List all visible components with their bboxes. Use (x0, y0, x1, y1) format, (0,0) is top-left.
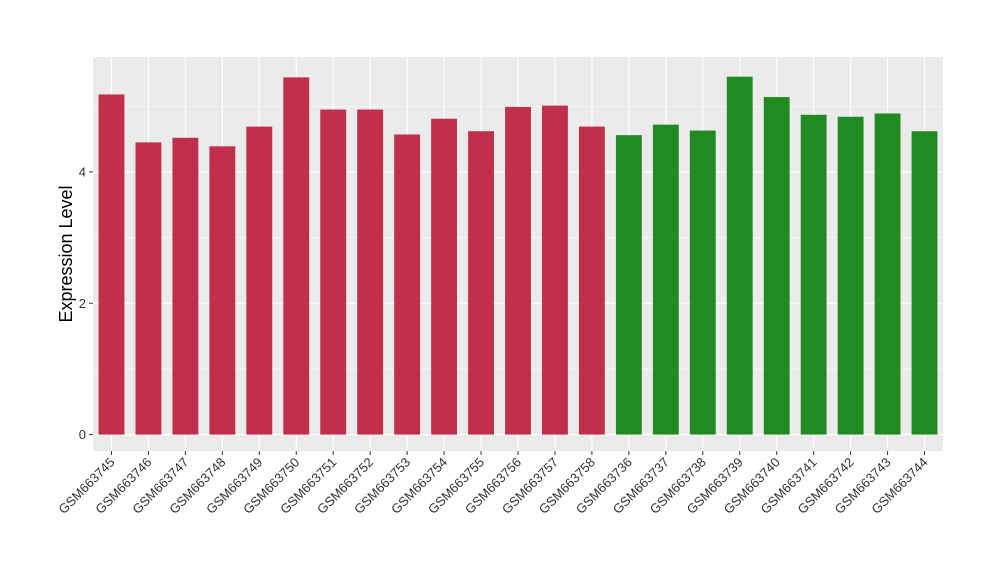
bar-GSM663758 (578, 126, 605, 435)
bar-GSM663757 (542, 105, 568, 435)
bar-GSM663745 (98, 94, 125, 435)
bar-GSM663755 (468, 131, 494, 435)
bar-GSM663740 (763, 97, 790, 435)
bar-GSM663750 (283, 77, 310, 435)
x-axis: GSM663745GSM663746GSM663747GSM663748GSM6… (55, 451, 931, 517)
bar-GSM663754 (431, 118, 458, 435)
y-tick-label: 2 (79, 296, 86, 311)
bar-GSM663744 (911, 131, 938, 435)
bar-GSM663743 (874, 113, 901, 435)
bar-GSM663741 (800, 114, 827, 435)
y-axis: 0 2 4 (79, 164, 93, 442)
bar-GSM663738 (689, 130, 716, 435)
bar-GSM663739 (726, 76, 753, 435)
bar-GSM663753 (394, 134, 421, 435)
y-tick-label: 0 (79, 427, 86, 442)
bar-GSM663747 (172, 137, 199, 435)
y-axis-title: Expression Level (56, 185, 76, 322)
bar-GSM663746 (135, 142, 162, 435)
bar-GSM663748 (209, 146, 236, 435)
bar-GSM663736 (615, 135, 642, 435)
bar-GSM663752 (357, 109, 384, 435)
bar-GSM663749 (246, 126, 273, 435)
bar-GSM663742 (837, 116, 864, 435)
y-tick-label: 4 (79, 164, 86, 179)
bar-GSM663737 (652, 124, 679, 435)
bars (98, 76, 938, 435)
bar-GSM663756 (505, 106, 531, 435)
bar-GSM663751 (320, 109, 347, 435)
